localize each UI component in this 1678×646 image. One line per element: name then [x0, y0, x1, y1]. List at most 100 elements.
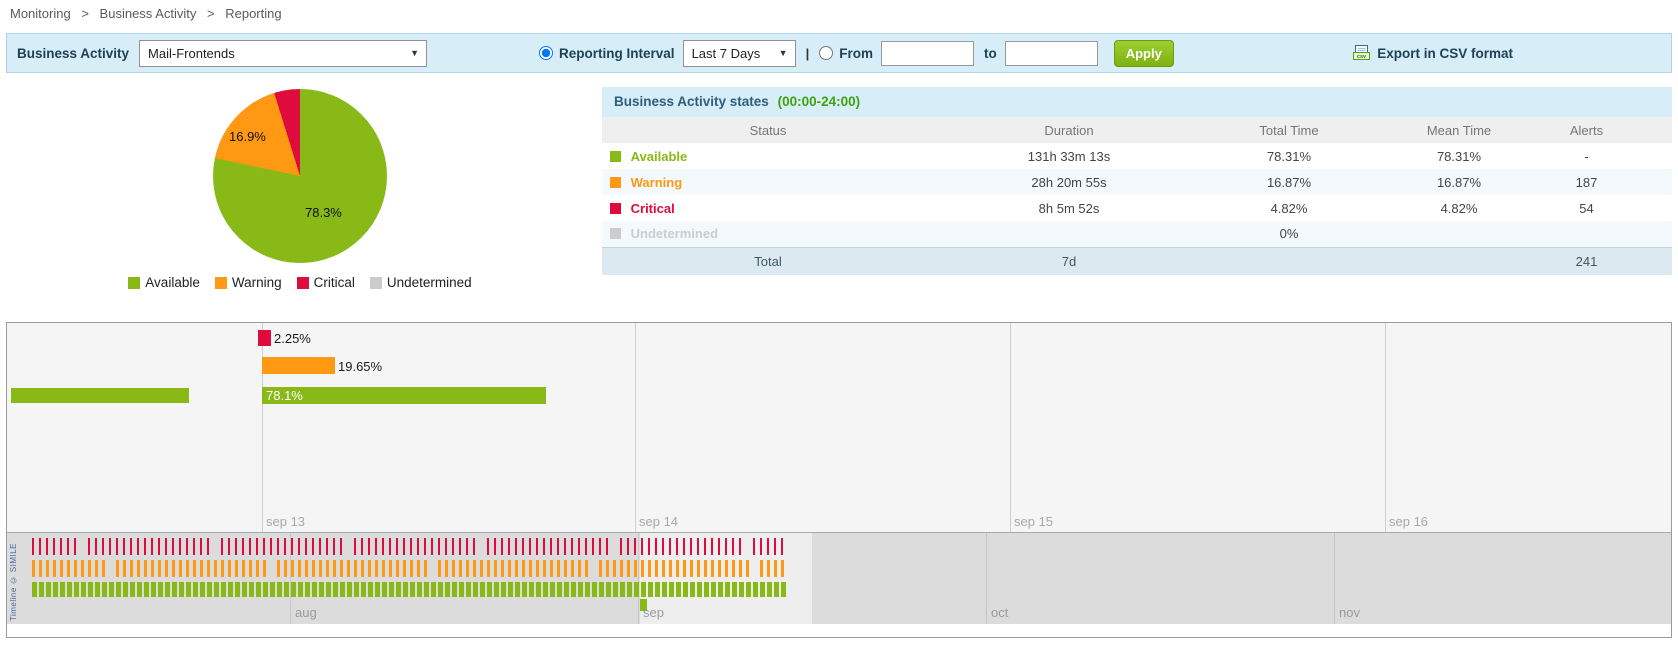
reporting-interval-selected-value: Last 7 Days — [691, 45, 761, 61]
breadcrumb-monitoring[interactable]: Monitoring — [10, 6, 71, 21]
timeline-gridline — [1010, 323, 1011, 532]
svg-text:csv: csv — [1357, 54, 1367, 60]
main-content: 16.9% 78.3% Available Warning Critical — [6, 87, 1672, 290]
total-alerts-cell: 241 — [1544, 246, 1672, 275]
timeline-overview-event-marker — [640, 599, 647, 611]
reporting-interval-select[interactable]: Last 7 Days ▼ — [682, 39, 796, 67]
timeline-gridline — [262, 323, 263, 532]
export-csv-label: Export in CSV format — [1377, 45, 1513, 61]
legend-label-critical: Critical — [313, 275, 355, 290]
breadcrumb-separator: > — [207, 6, 215, 21]
warning-status-cell: Warning — [602, 169, 934, 195]
timeline-detail-band[interactable]: sep 13 sep 14 sep 15 sep 16 2.25% 19.65%… — [7, 323, 1671, 533]
apply-button[interactable]: Apply — [1113, 39, 1174, 67]
to-date-input[interactable] — [1004, 40, 1098, 66]
breadcrumb-business-activity[interactable]: Business Activity — [99, 6, 197, 21]
business-activity-select[interactable]: Mail-Frontends ▼ — [139, 39, 428, 67]
available-alerts-cell: - — [1584, 148, 1589, 164]
warning-mean-time-cell: 16.87% — [1374, 169, 1544, 195]
legend-swatch-critical — [296, 276, 309, 289]
status-label-undetermined: Undetermined — [630, 226, 719, 242]
states-panel: Business Activity states (00:00-24:00) S… — [602, 87, 1672, 290]
column-header-mean-time: Mean Time — [1374, 117, 1544, 143]
reporting-interval-radio[interactable] — [539, 46, 554, 60]
timeline-date-label: sep 13 — [266, 514, 306, 529]
pie-legend: Available Warning Critical Undetermined — [6, 275, 594, 290]
available-total-time-cell: 78.31% — [1266, 148, 1312, 164]
reporting-interval-label: Reporting Interval — [559, 45, 675, 61]
timeline-month-label: aug — [295, 605, 317, 620]
timeline-bar-warning[interactable] — [262, 357, 335, 374]
timeline-gridline — [1385, 323, 1386, 532]
column-header-alerts: Alerts — [1544, 117, 1672, 143]
undetermined-total-time-cell: 0% — [1204, 221, 1374, 247]
undetermined-duration-cell — [934, 221, 1204, 247]
status-label-critical: Critical — [630, 200, 675, 216]
business-activity-selected-value: Mail-Frontends — [148, 45, 235, 61]
table-row-undetermined: Undetermined 0% — [602, 221, 1672, 247]
breadcrumb-reporting[interactable]: Reporting — [225, 6, 282, 21]
timeline-date-label: sep 16 — [1389, 514, 1429, 529]
chevron-down-icon: ▼ — [410, 48, 420, 58]
legend-item-available: Available — [128, 275, 200, 290]
custom-range-radio[interactable] — [819, 46, 834, 60]
pie-slice-label-available: 78.3% — [305, 205, 342, 220]
timeline-bar-available[interactable]: 78.1% — [262, 387, 546, 404]
column-header-total-time: Total Time — [1204, 117, 1374, 143]
states-panel-header: Business Activity states (00:00-24:00) — [602, 87, 1672, 117]
timeline-overview-ticks — [7, 533, 1671, 624]
legend-swatch-warning — [214, 276, 227, 289]
legend-label-available: Available — [145, 275, 200, 290]
status-label-available: Available — [630, 148, 688, 164]
timeline-bar-critical[interactable] — [258, 330, 271, 346]
toolbar-separator: | — [805, 45, 810, 61]
total-duration-cell: 7d — [934, 246, 1204, 275]
available-duration-cell: 131h 33m 13s — [1027, 148, 1111, 164]
undetermined-status-cell: Undetermined — [602, 221, 934, 247]
legend-swatch-undetermined — [369, 276, 382, 289]
timeline-overview-band[interactable]: aug sep oct nov — [7, 533, 1671, 624]
timeline-month-gridline — [290, 533, 291, 624]
states-table: Status Duration Total Time Mean Time Ale… — [602, 117, 1672, 275]
critical-mean-time-cell: 4.82% — [1440, 200, 1478, 216]
legend-item-undetermined: Undetermined — [369, 275, 472, 290]
legend-label-undetermined: Undetermined — [386, 275, 472, 290]
timeline-bar-available-previous[interactable] — [11, 388, 189, 403]
undetermined-mean-time-cell — [1374, 221, 1544, 247]
toolbar: Business Activity Mail-Frontends ▼ Repor… — [6, 33, 1672, 73]
csv-icon: csv — [1353, 44, 1371, 62]
timeline-bar-label-available: 78.1% — [266, 388, 303, 403]
status-swatch-critical — [610, 202, 621, 214]
export-csv-button[interactable]: csv Export in CSV format — [1353, 44, 1513, 62]
timeline-month-gridline — [638, 533, 639, 624]
business-activity-label: Business Activity — [17, 45, 130, 61]
column-header-status: Status — [602, 117, 934, 143]
legend-label-warning: Warning — [231, 275, 282, 290]
column-header-duration: Duration — [934, 117, 1204, 143]
available-status-cell: Available — [602, 143, 934, 169]
timeline-date-label: sep 15 — [1014, 514, 1054, 529]
timeline-credit[interactable]: Timeline © SIMILE — [9, 542, 18, 621]
reporting-interval-group: Reporting Interval — [539, 46, 675, 61]
timeline-month-gridline — [986, 533, 987, 624]
from-label: From — [839, 45, 873, 61]
total-total-time-cell — [1204, 246, 1374, 275]
chevron-down-icon: ▼ — [778, 48, 788, 58]
table-row-warning: Warning 28h 20m 55s 16.87% 16.87% 187 — [602, 169, 1672, 195]
breadcrumb: Monitoring > Business Activity > Reporti… — [0, 0, 1678, 29]
timeline-month-label: oct — [991, 605, 1009, 620]
warning-total-time-cell: 16.87% — [1204, 169, 1374, 195]
breadcrumb-separator: > — [81, 6, 89, 21]
status-swatch-warning — [610, 176, 621, 188]
legend-swatch-available — [128, 276, 141, 289]
timeline-month-label: sep — [643, 605, 664, 620]
timeline-month-label: nov — [1339, 605, 1360, 620]
timeline-bar-label-critical: 2.25% — [274, 331, 311, 346]
from-date-input[interactable] — [880, 40, 974, 66]
legend-item-critical: Critical — [296, 275, 355, 290]
to-label: to — [983, 45, 997, 61]
timeline-panel: sep 13 sep 14 sep 15 sep 16 2.25% 19.65%… — [6, 322, 1672, 638]
status-swatch-available — [610, 150, 621, 162]
pie-chart: 16.9% 78.3% — [213, 89, 387, 263]
